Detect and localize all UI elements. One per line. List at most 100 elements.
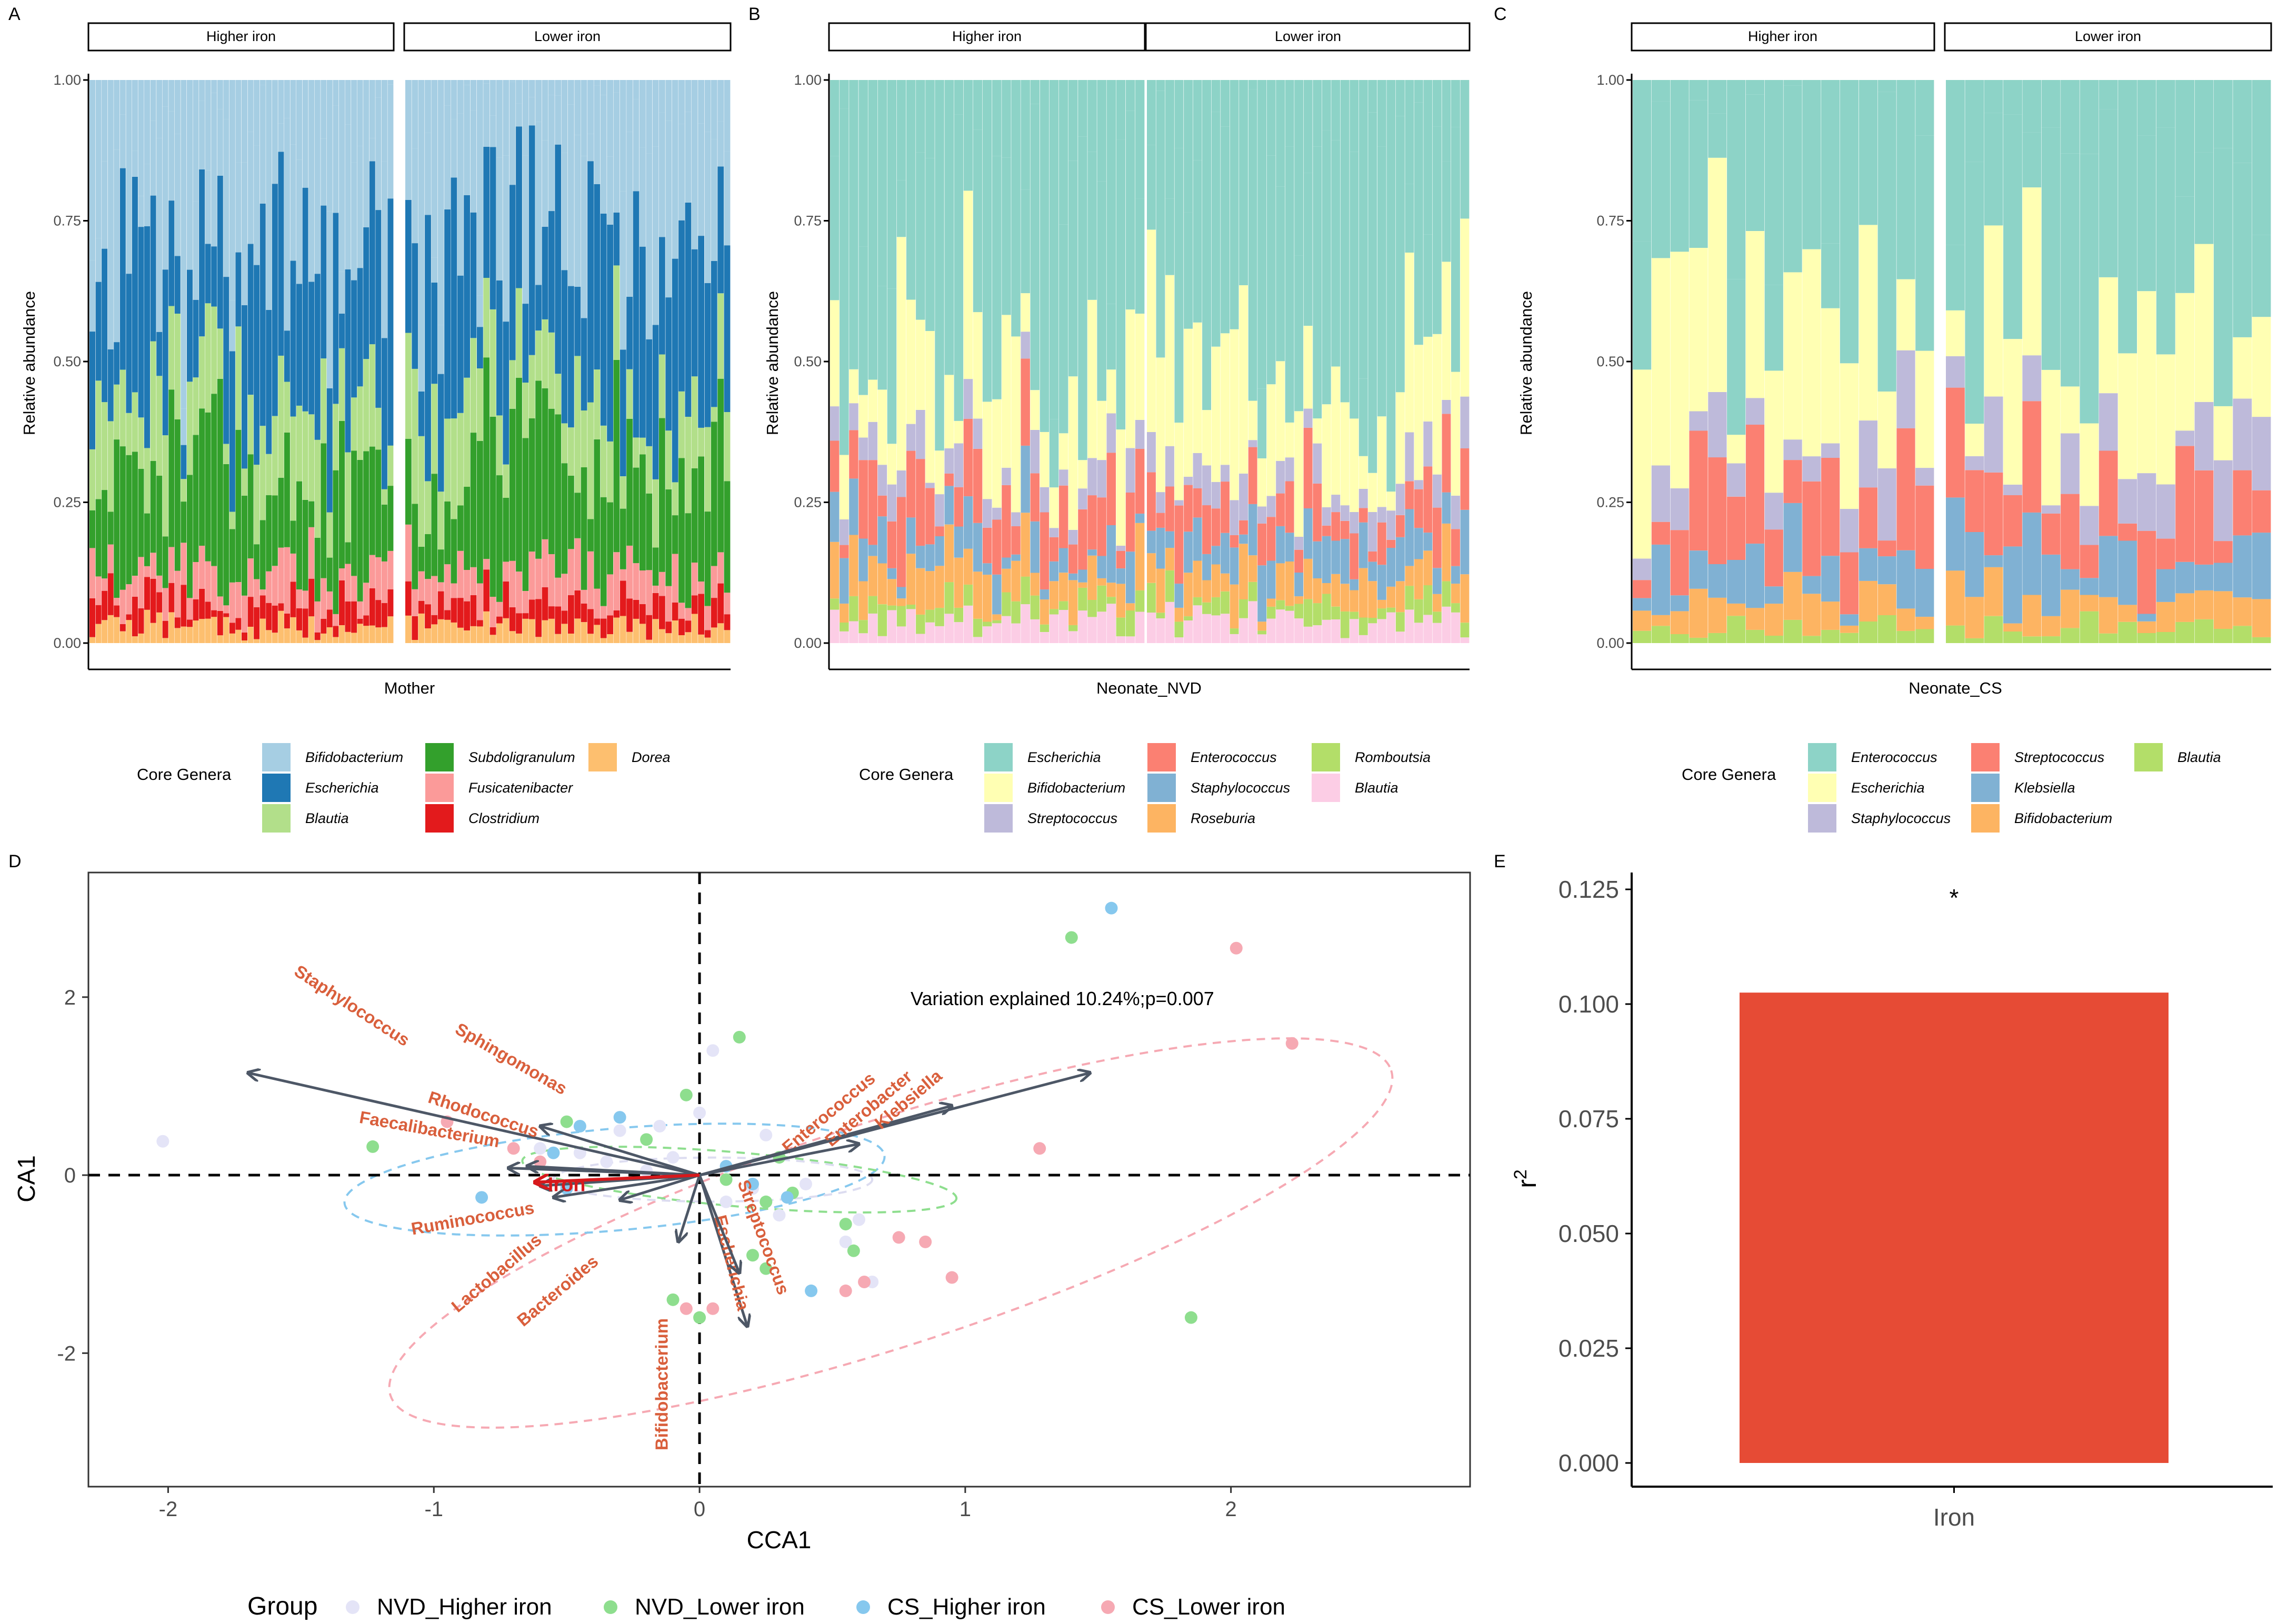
bar-segment-escherichia: [1414, 102, 1423, 345]
bar-segment-streptococcus: [1877, 540, 1896, 557]
point-cs-higher-iron: [1105, 901, 1118, 915]
y-tick-label: 1.00: [53, 72, 81, 88]
bar-segment-streptococcus: [1184, 476, 1193, 485]
bar-segment-blautia: [168, 306, 175, 390]
bar-segment-roseburia: [1135, 523, 1145, 590]
bar-segment-escherichia: [574, 286, 581, 356]
bar-segment-streptococcus: [1156, 492, 1165, 513]
bar-segment-bifidobacterium: [418, 305, 425, 392]
bar-segment-bifidobacterium: [1405, 253, 1414, 433]
bar-segment-escherichia: [963, 123, 973, 191]
legend-swatch-blautia: [262, 804, 291, 833]
bar-segment-bifidobacterium: [1078, 460, 1087, 489]
bar-segment-romboutsia: [1058, 601, 1068, 610]
bar-segment-enterococcus: [1331, 512, 1341, 541]
bar-segment-enterococcus: [1021, 358, 1030, 446]
bar-segment-romboutsia: [1285, 606, 1294, 611]
bar-segment-blautia: [1340, 638, 1350, 643]
bar-segment-clostridium: [95, 605, 102, 624]
bar-segment-escherichia: [470, 212, 477, 338]
bar-segment-subdoligranulum: [607, 502, 613, 575]
bar-segment-blautia: [2252, 637, 2271, 643]
species-label: Bifidobacterium: [652, 1318, 671, 1450]
point-cs-lower-iron: [1285, 1037, 1298, 1050]
bar-segment-escherichia: [1896, 279, 1915, 350]
bar-segment-staphylococcus: [1386, 548, 1396, 587]
legend-label-streptococcus: Streptococcus: [2014, 749, 2104, 765]
bar-segment-enterococcus: [925, 488, 935, 545]
bar-segment-escherichia: [1783, 272, 1802, 440]
bar-segment-bifidobacterium: [199, 101, 205, 169]
bar-segment-blautia: [2213, 629, 2233, 643]
bar-segment-streptococcus: [992, 507, 1002, 520]
bar-segment-bifidobacterium: [2022, 595, 2042, 637]
bar-segment-klebsiella: [2213, 563, 2233, 592]
bar-segment-blautia: [1764, 636, 1783, 643]
bar-segment-escherichia: [375, 210, 382, 408]
bar-segment-dorea: [574, 618, 581, 643]
bar-segment-romboutsia: [1460, 623, 1470, 638]
bar-segment-staphylococcus: [1106, 525, 1116, 583]
bar-segment-blautia: [2061, 628, 2080, 643]
bar-segment-enterococcus: [973, 449, 983, 523]
bar-segment-fusicatenibacter: [704, 606, 711, 630]
bar-segment-blautia: [205, 303, 211, 413]
bar-segment-subdoligranulum: [444, 502, 451, 565]
bar-segment-escherichia: [1915, 350, 1934, 468]
legend-label-roseburia: Roseburia: [1191, 810, 1255, 826]
point-cs-higher-iron: [746, 1177, 760, 1190]
bar-segment-escherichia: [387, 198, 394, 446]
bar-segment-bifidobacterium: [1011, 336, 1021, 513]
bar-segment-clostridium: [607, 615, 613, 634]
bar-segment-streptococcus: [906, 424, 916, 451]
point-nvd-higher-iron: [613, 1124, 626, 1137]
bar-segment-escherichia: [640, 246, 646, 438]
bar-segment-escherichia: [278, 152, 284, 356]
bar-segment-escherichia: [992, 80, 1002, 156]
bar-segment-fusicatenibacter: [672, 554, 678, 603]
bar-segment-bifidobacterium: [2213, 591, 2233, 629]
panel-e-ylabel-sup: 2: [1511, 1169, 1531, 1179]
panel-e-ylabel: r2: [1511, 1169, 1542, 1188]
bar-segment-klebsiella: [1802, 576, 1821, 594]
bar-segment-escherichia: [1377, 146, 1386, 417]
bar-segment-escherichia: [1651, 258, 1670, 466]
bar-segment-clostridium: [174, 617, 181, 628]
bar-segment-roseburia: [1368, 581, 1377, 618]
bar-segment-roseburia: [1331, 574, 1341, 607]
bar-segment-roseburia: [1125, 603, 1135, 610]
bar-segment-clostridium: [704, 630, 711, 638]
bar-segment-escherichia: [2003, 339, 2022, 485]
bar-segment-bifidobacterium: [858, 395, 868, 438]
bar-segment-clostridium: [302, 608, 308, 638]
bar-segment-bifidobacterium: [162, 80, 168, 107]
bar-segment-subdoligranulum: [333, 470, 339, 614]
bar-segment-subdoligranulum: [516, 378, 522, 572]
bar-segment-dorea: [717, 623, 724, 643]
bar-segment-bifidobacterium: [665, 80, 672, 121]
point-nvd-lower-iron: [733, 1030, 746, 1044]
panel-letter-c: C: [1494, 4, 1507, 24]
bar-segment-blautia: [321, 358, 327, 444]
bar-segment-streptococcus: [2194, 470, 2214, 565]
bar-segment-roseburia: [1002, 568, 1011, 593]
bar-segment-bifidobacterium: [2137, 621, 2156, 633]
panel-c-bars: [1633, 80, 2271, 643]
bar-segment-staphylococcus: [1915, 468, 1934, 486]
bar-segment-roseburia: [1294, 596, 1304, 604]
bar-segment-blautia: [1193, 605, 1202, 643]
bar-segment-klebsiella: [2252, 533, 2271, 599]
bar-segment-escherichia: [877, 80, 887, 286]
bar-segment-enterococcus: [1877, 92, 1896, 392]
bar-segment-bifidobacterium: [704, 80, 711, 132]
bar-segment-bifidobacterium: [1230, 329, 1239, 500]
bar-segment-bifidobacterium: [387, 80, 394, 85]
bar-segment-enterococcus: [1340, 520, 1350, 539]
bar-segment-bifidobacterium: [672, 116, 678, 259]
bar-segment-escherichia: [1395, 80, 1405, 116]
bar-segment-bifidobacterium: [1116, 429, 1126, 546]
bar-segment-blautia: [896, 626, 906, 643]
bar-segment-enterococcus: [992, 519, 1002, 575]
bar-segment-staphylococcus: [1377, 565, 1386, 600]
